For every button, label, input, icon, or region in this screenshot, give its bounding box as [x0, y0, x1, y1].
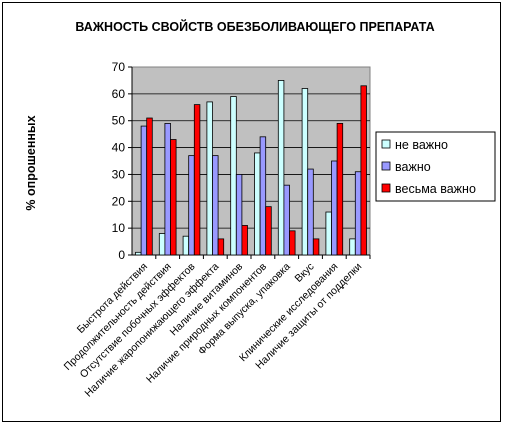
legend-box: [375, 131, 496, 202]
bar: [265, 206, 272, 256]
legend-label-vesma-vazhno: весьма важно: [395, 182, 476, 196]
bar: [230, 96, 237, 256]
bar: [135, 251, 142, 256]
bar: [277, 80, 285, 256]
bar: [301, 88, 309, 256]
bar: [193, 104, 201, 256]
bar: [259, 136, 267, 256]
y-tick-label: 70: [112, 60, 126, 74]
legend-swatch-vesma-vazhno: [381, 183, 391, 193]
legend-swatch-ne-vazhno: [381, 139, 391, 149]
bar: [349, 238, 356, 256]
bar: [312, 238, 320, 256]
bar: [217, 238, 225, 256]
bar: [206, 101, 213, 256]
chart-title: ВАЖНОСТЬ СВОЙСТВ ОБЕЗБОЛИВАЮЩЕГО ПРЕПАРА…: [75, 19, 434, 34]
bar: [325, 211, 332, 256]
bar: [170, 139, 177, 256]
bar: [254, 152, 261, 256]
bar: [182, 235, 190, 256]
chart-svg: ВАЖНОСТЬ СВОЙСТВ ОБЕЗБОЛИВАЮЩЕГО ПРЕПАРА…: [24, 19, 496, 400]
y-tick-label: 0: [118, 248, 125, 262]
y-tick-label: 40: [112, 141, 126, 155]
bar: [188, 155, 195, 256]
bar: [336, 123, 344, 256]
y-tick-label: 10: [112, 221, 126, 235]
legend-swatch-vazhno: [381, 161, 391, 171]
bar: [164, 123, 171, 256]
y-tick-label: 20: [112, 194, 126, 208]
bar: [354, 171, 362, 256]
legend-label-vazhno: важно: [395, 160, 431, 174]
bar: [241, 225, 248, 256]
bar: [289, 230, 296, 256]
chart-frame: ВАЖНОСТЬ СВОЙСТВ ОБЕЗБОЛИВАЮЩЕГО ПРЕПАРА…: [2, 2, 501, 422]
bar: [235, 174, 243, 256]
bar: [146, 117, 153, 256]
y-tick-label: 30: [112, 167, 126, 181]
bar: [283, 184, 290, 256]
bar: [158, 233, 166, 256]
bar: [140, 125, 148, 256]
legend-label-ne-vazhno: не важно: [395, 138, 448, 152]
y-axis-label: % опрошенных: [24, 115, 38, 210]
bar: [212, 155, 219, 256]
bar: [360, 85, 367, 256]
y-tick-label: 60: [112, 87, 126, 101]
bar: [331, 160, 338, 256]
y-tick-label: 50: [112, 114, 126, 128]
bar: [307, 168, 314, 256]
legend: не важно важно весьма важно: [375, 131, 496, 202]
